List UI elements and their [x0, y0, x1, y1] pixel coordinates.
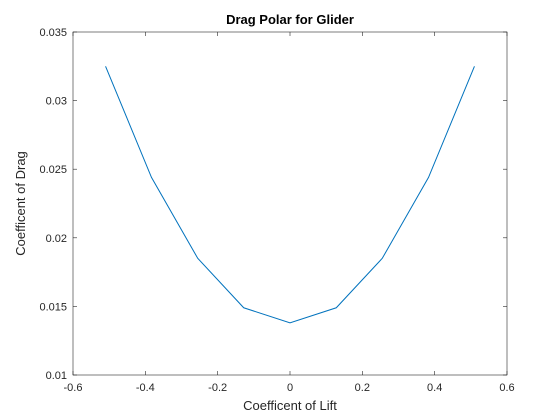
x-tick-label: -0.6 [64, 382, 83, 394]
y-axis-ticks: 0.01 0.015 0.02 0.025 0.03 0.035 [39, 27, 507, 382]
y-tick-label: 0.03 [46, 96, 67, 108]
y-tick-label: 0.01 [46, 370, 67, 382]
series-layer [105, 66, 475, 324]
x-tick-label: -0.2 [208, 382, 227, 394]
series-line [105, 66, 475, 324]
x-axis-label: Coefficent of Lift [243, 398, 337, 413]
y-tick-label: 0.015 [39, 301, 67, 313]
chart-title: Drag Polar for Glider [226, 12, 354, 27]
y-tick-label: 0.02 [46, 233, 67, 245]
x-tick-label: 0.2 [355, 382, 370, 394]
y-tick-label: 0.035 [39, 27, 67, 39]
x-tick-label: 0.4 [427, 382, 442, 394]
x-tick-label: 0.6 [499, 382, 514, 394]
x-axis-ticks: -0.6 -0.4 -0.2 0 0.2 0.4 0.6 [64, 32, 515, 394]
y-axis-label: Coefficent of Drag [13, 151, 28, 256]
plot-area [73, 32, 507, 375]
x-tick-label: 0 [287, 382, 293, 394]
x-tick-label: -0.4 [136, 382, 155, 394]
y-tick-label: 0.025 [39, 164, 67, 176]
